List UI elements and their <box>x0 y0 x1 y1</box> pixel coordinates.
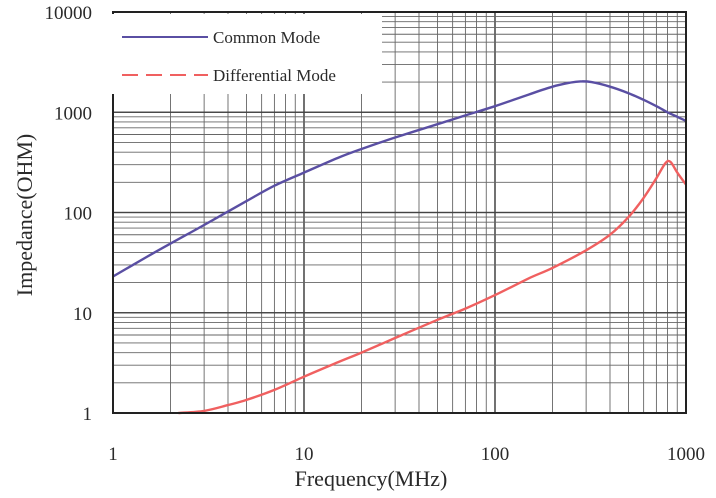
legend-label-common-mode: Common Mode <box>213 28 320 47</box>
y-tick-label: 10 <box>73 304 92 325</box>
series-line-differential-mode <box>178 159 687 415</box>
series-line-common-mode <box>112 80 687 278</box>
y-axis-title: Impedance(OHM) <box>12 134 37 297</box>
tick-labels: 1 10 100 1000 1 10 100 1000 10000 <box>45 3 706 465</box>
x-tick-label: 10 <box>295 444 314 465</box>
legend-label-differential-mode: Differential Mode <box>213 66 336 85</box>
series-layer <box>112 80 687 415</box>
y-tick-label: 1 <box>83 404 93 425</box>
plot-frame <box>112 11 687 414</box>
x-tick-label: 100 <box>481 444 510 465</box>
x-tick-label: 1000 <box>667 444 705 465</box>
y-tick-label: 100 <box>64 204 93 225</box>
legend: Common Mode Differential Mode <box>112 14 382 94</box>
y-tick-label: 10000 <box>45 3 93 24</box>
legend-background <box>112 14 382 94</box>
x-axis-title: Frequency(MHz) <box>295 466 448 491</box>
x-tick-label: 1 <box>108 444 118 465</box>
y-tick-label: 1000 <box>54 103 92 124</box>
